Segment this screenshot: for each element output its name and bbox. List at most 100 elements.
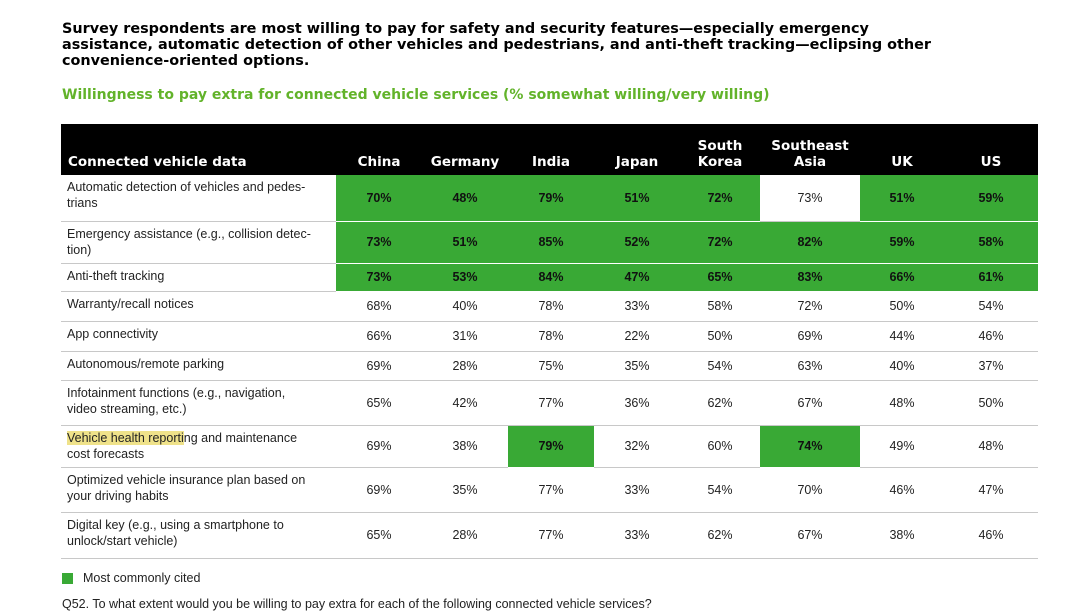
value-cell: 62% — [680, 380, 760, 426]
table-row: Anti-theft tracking 73% 53% 84% 47% 65% 83% 66%… — [61, 263, 1038, 292]
column-header: Germany — [422, 124, 508, 175]
value-cell-highlighted: 48% — [422, 175, 508, 222]
value-cell-highlighted: 53% — [422, 263, 508, 292]
row-label: Digital key (e.g., using a smartphone to… — [61, 512, 336, 559]
value-cell: 72% — [760, 291, 860, 322]
chart-subtitle: Willingness to pay extra for connected v… — [62, 87, 770, 103]
value-cell-highlighted: 51% — [422, 221, 508, 264]
value-cell-highlighted: 70% — [336, 175, 422, 222]
row-label: Optimized vehicle insurance plan based o… — [61, 467, 336, 513]
value-cell-highlighted: 79% — [508, 425, 594, 468]
value-cell: 37% — [944, 351, 1038, 381]
value-cell: 42% — [422, 380, 508, 426]
value-cell-highlighted: 52% — [594, 221, 680, 264]
value-cell: 69% — [336, 351, 422, 381]
row-label: Infotainment functions (e.g., navigation… — [61, 380, 336, 426]
value-cell: 69% — [336, 425, 422, 468]
value-cell: 75% — [508, 351, 594, 381]
value-cell: 54% — [680, 351, 760, 381]
row-header: Connected vehicle data — [61, 124, 336, 175]
value-cell-highlighted: 61% — [944, 263, 1038, 292]
value-cell: 73% — [760, 175, 860, 222]
value-cell: 36% — [594, 380, 680, 426]
value-cell-highlighted: 84% — [508, 263, 594, 292]
value-cell: 40% — [422, 291, 508, 322]
value-cell: 68% — [336, 291, 422, 322]
value-cell: 31% — [422, 321, 508, 352]
row-label-line: Optimized vehicle insurance plan based o… — [67, 472, 306, 487]
value-cell-highlighted: 58% — [944, 221, 1038, 264]
column-header: Japan — [594, 124, 680, 175]
value-cell: 28% — [422, 512, 508, 559]
value-cell: 46% — [944, 512, 1038, 559]
value-cell-highlighted: 51% — [594, 175, 680, 222]
value-cell: 69% — [760, 321, 860, 352]
value-cell-highlighted: 79% — [508, 175, 594, 222]
row-label-line: Warranty/recall notices — [67, 296, 194, 311]
value-cell: 50% — [944, 380, 1038, 426]
value-cell-highlighted: 74% — [760, 425, 860, 468]
row-label-line: Infotainment functions (e.g., navigation… — [67, 385, 286, 400]
value-cell: 67% — [760, 380, 860, 426]
value-cell: 67% — [760, 512, 860, 559]
value-cell: 33% — [594, 467, 680, 513]
highlighted-text: Vehicle health reporti — [67, 430, 184, 445]
value-cell: 35% — [422, 467, 508, 513]
row-label: Emergency assistance (e.g., collision de… — [61, 221, 336, 264]
value-cell: 28% — [422, 351, 508, 381]
value-cell: 65% — [336, 512, 422, 559]
table-row: Automatic detection of vehicles and pede… — [61, 175, 1038, 222]
header-row: Connected vehicle data China Germany Ind… — [61, 124, 1038, 175]
row-label-line: unlock/start vehicle) — [67, 533, 178, 548]
row-label-line: trians — [67, 196, 98, 210]
column-header: UK — [860, 124, 944, 175]
row-label: Autonomous/remote parking — [61, 351, 336, 381]
value-cell-highlighted: 82% — [760, 221, 860, 264]
row-label-line: video streaming, etc.) — [67, 401, 187, 416]
value-cell: 62% — [680, 512, 760, 559]
value-cell: 77% — [508, 467, 594, 513]
row-label: Vehicle health reporting and maintenance… — [61, 425, 336, 468]
value-cell: 38% — [860, 512, 944, 559]
column-header: India — [508, 124, 594, 175]
value-cell: 33% — [594, 512, 680, 559]
column-header: US — [944, 124, 1038, 175]
value-cell-highlighted: 51% — [860, 175, 944, 222]
value-cell: 77% — [508, 380, 594, 426]
value-cell-highlighted: 59% — [944, 175, 1038, 222]
value-cell: 46% — [944, 321, 1038, 352]
value-cell: 50% — [860, 291, 944, 322]
value-cell-highlighted: 73% — [336, 263, 422, 292]
table-row: Infotainment functions (e.g., navigation… — [61, 380, 1038, 426]
value-cell: 48% — [860, 380, 944, 426]
value-cell: 58% — [680, 291, 760, 322]
row-label-line: cost forecasts — [67, 446, 145, 461]
value-cell-highlighted: 72% — [680, 175, 760, 222]
legend-swatch — [62, 572, 73, 584]
table-row: App connectivity 66% 31% 78% 22% 50% 69% 44% 46% — [61, 321, 1038, 352]
row-label-line: your driving habits — [67, 488, 169, 503]
row-label-line: tion) — [67, 242, 92, 257]
value-cell: 60% — [680, 425, 760, 468]
row-label: Anti-theft tracking — [61, 263, 336, 292]
value-cell-highlighted: 65% — [680, 263, 760, 292]
value-cell-highlighted: 66% — [860, 263, 944, 292]
value-cell: 63% — [760, 351, 860, 381]
value-cell-highlighted: 83% — [760, 263, 860, 292]
value-cell: 44% — [860, 321, 944, 352]
row-label-line: ng and maintenance — [183, 430, 298, 445]
table-row: Optimized vehicle insurance plan based o… — [61, 467, 1038, 513]
value-cell: 69% — [336, 467, 422, 513]
value-cell-highlighted: 47% — [594, 263, 680, 292]
value-cell: 54% — [944, 291, 1038, 322]
value-cell: 32% — [594, 425, 680, 468]
value-cell: 38% — [422, 425, 508, 468]
value-cell: 47% — [944, 467, 1038, 513]
row-label: Warranty/recall notices — [61, 291, 336, 322]
value-cell-highlighted: 85% — [508, 221, 594, 264]
value-cell-highlighted: 72% — [680, 221, 760, 264]
willingness-table: Connected vehicle data China Germany Ind… — [61, 124, 1038, 559]
column-header: China — [336, 124, 422, 175]
value-cell: 33% — [594, 291, 680, 322]
row-label-line: Digital key (e.g., using a smartphone to — [67, 517, 284, 532]
